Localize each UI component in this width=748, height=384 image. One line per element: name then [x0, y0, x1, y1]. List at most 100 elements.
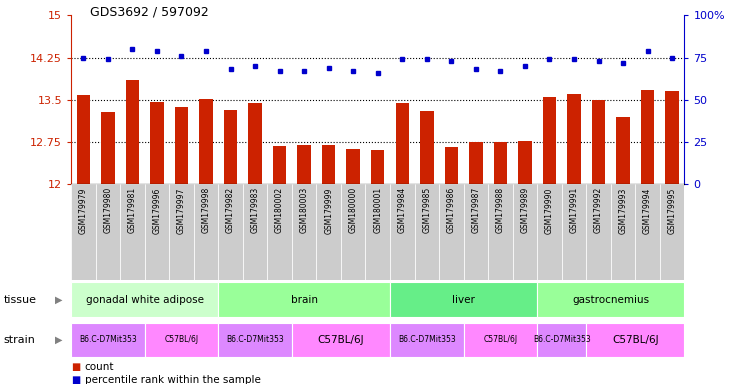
Bar: [218, 282, 390, 317]
Bar: [464, 184, 488, 280]
Bar: [298, 145, 311, 184]
Bar: [444, 147, 458, 184]
Bar: [346, 149, 360, 184]
Bar: [390, 282, 537, 317]
Text: GSM179989: GSM179989: [521, 187, 530, 233]
Text: GSM179981: GSM179981: [128, 187, 137, 233]
Bar: [126, 80, 139, 184]
Bar: [586, 323, 684, 357]
Text: gastrocnemius: gastrocnemius: [572, 295, 649, 305]
Bar: [224, 110, 237, 184]
Text: GSM179999: GSM179999: [324, 187, 333, 233]
Bar: [144, 323, 218, 357]
Text: GSM179998: GSM179998: [201, 187, 210, 233]
Bar: [243, 184, 267, 280]
Bar: [199, 99, 212, 184]
Bar: [464, 323, 537, 357]
Text: ▶: ▶: [55, 295, 62, 305]
Text: ■: ■: [71, 362, 80, 372]
Text: GSM179995: GSM179995: [668, 187, 677, 233]
Text: GSM180003: GSM180003: [300, 187, 309, 233]
Text: GSM179983: GSM179983: [251, 187, 260, 233]
Text: strain: strain: [4, 335, 36, 345]
Text: GSM179991: GSM179991: [569, 187, 578, 233]
Bar: [371, 150, 384, 184]
Text: B6.C-D7Mit353: B6.C-D7Mit353: [533, 335, 591, 344]
Bar: [120, 184, 144, 280]
Bar: [518, 141, 532, 184]
Bar: [660, 184, 684, 280]
Text: GSM179993: GSM179993: [619, 187, 628, 233]
Text: ■: ■: [71, 375, 80, 384]
Bar: [169, 184, 194, 280]
Text: GDS3692 / 597092: GDS3692 / 597092: [90, 6, 209, 19]
Bar: [494, 142, 507, 184]
Bar: [512, 184, 537, 280]
Text: C57BL/6J: C57BL/6J: [612, 335, 659, 345]
Bar: [218, 323, 292, 357]
Bar: [341, 184, 366, 280]
Bar: [616, 117, 630, 184]
Bar: [71, 184, 96, 280]
Text: B6.C-D7Mit353: B6.C-D7Mit353: [226, 335, 284, 344]
Bar: [150, 101, 164, 184]
Bar: [488, 184, 512, 280]
Bar: [292, 323, 390, 357]
Text: gonadal white adipose: gonadal white adipose: [86, 295, 203, 305]
Bar: [586, 184, 611, 280]
Bar: [635, 184, 660, 280]
Bar: [537, 323, 586, 357]
Bar: [390, 184, 414, 280]
Text: C57BL/6J: C57BL/6J: [318, 335, 364, 345]
Text: C57BL/6J: C57BL/6J: [483, 335, 518, 344]
Text: GSM179988: GSM179988: [496, 187, 505, 233]
Text: GSM179985: GSM179985: [423, 187, 432, 233]
Text: GSM179987: GSM179987: [471, 187, 480, 233]
Bar: [248, 103, 262, 184]
Text: GSM180001: GSM180001: [373, 187, 382, 233]
Bar: [322, 145, 335, 184]
Text: brain: brain: [291, 295, 318, 305]
Bar: [420, 111, 434, 184]
Bar: [366, 184, 390, 280]
Text: ▶: ▶: [55, 335, 62, 345]
Bar: [666, 91, 679, 184]
Text: GSM179990: GSM179990: [545, 187, 554, 233]
Bar: [592, 100, 605, 184]
Bar: [562, 184, 586, 280]
Text: GSM179986: GSM179986: [447, 187, 456, 233]
Text: GSM179996: GSM179996: [153, 187, 162, 233]
Text: GSM180000: GSM180000: [349, 187, 358, 233]
Text: GSM179984: GSM179984: [398, 187, 407, 233]
Bar: [218, 184, 243, 280]
Bar: [543, 97, 557, 184]
Text: tissue: tissue: [4, 295, 37, 305]
Bar: [96, 184, 120, 280]
Bar: [292, 184, 316, 280]
Bar: [611, 184, 635, 280]
Bar: [175, 107, 188, 184]
Text: GSM179992: GSM179992: [594, 187, 603, 233]
Bar: [71, 323, 144, 357]
Bar: [439, 184, 464, 280]
Bar: [390, 323, 464, 357]
Bar: [537, 184, 562, 280]
Text: B6.C-D7Mit353: B6.C-D7Mit353: [398, 335, 456, 344]
Bar: [76, 95, 90, 184]
Bar: [641, 90, 654, 184]
Bar: [71, 282, 218, 317]
Bar: [396, 103, 409, 184]
Text: GSM179982: GSM179982: [226, 187, 235, 233]
Bar: [267, 184, 292, 280]
Bar: [101, 112, 114, 184]
Bar: [144, 184, 169, 280]
Bar: [567, 94, 580, 184]
Text: GSM179994: GSM179994: [643, 187, 652, 233]
Text: count: count: [85, 362, 114, 372]
Bar: [316, 184, 341, 280]
Text: liver: liver: [453, 295, 475, 305]
Text: C57BL/6J: C57BL/6J: [165, 335, 198, 344]
Text: percentile rank within the sample: percentile rank within the sample: [85, 375, 260, 384]
Text: GSM179980: GSM179980: [103, 187, 112, 233]
Bar: [273, 146, 286, 184]
